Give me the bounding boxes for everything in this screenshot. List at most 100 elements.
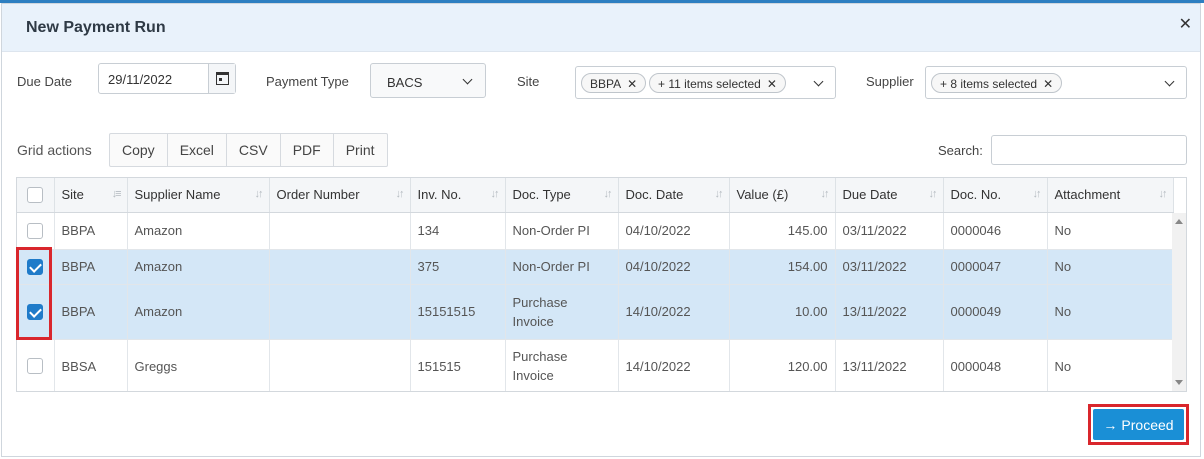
copy-button[interactable]: Copy — [110, 134, 168, 166]
remove-tag-icon[interactable]: ✕ — [1043, 77, 1054, 91]
cell-supplier: Amazon — [127, 249, 270, 285]
remove-tag-icon[interactable]: ✕ — [627, 77, 638, 91]
due-date-input[interactable]: 29/11/2022 — [98, 63, 236, 94]
cell-attachment: No — [1047, 212, 1174, 250]
cell-site: BBPA — [54, 212, 128, 250]
cell-value: 154.00 — [729, 249, 836, 285]
cell-order — [269, 284, 411, 340]
cell-doc-type: Non-Order PI — [505, 212, 619, 250]
print-button[interactable]: Print — [345, 142, 375, 158]
close-icon[interactable]: ✕ — [1178, 16, 1192, 33]
column-header-doc-no[interactable]: Doc. No. ↓↑ — [943, 178, 1048, 213]
chevron-down-icon — [813, 76, 824, 87]
pdf-button[interactable]: PDF — [281, 134, 334, 166]
column-header-site[interactable]: Site ↓≡ — [54, 178, 128, 213]
due-date-label: Due Date — [17, 74, 72, 89]
site-tag[interactable]: + 11 items selected ✕ — [649, 73, 786, 93]
row-checkbox[interactable] — [27, 222, 44, 239]
cell-due-date: 03/11/2022 — [835, 249, 944, 285]
invoice-grid: Site ↓≡ Supplier Name ↓↑ Order Number ↓↑ In… — [16, 177, 1187, 392]
cell-doc-no: 0000047 — [943, 249, 1048, 285]
arrow-right-icon: → — [1103, 416, 1118, 433]
calendar-icon — [215, 72, 229, 85]
row-select-cell — [17, 339, 55, 391]
column-header-attachment[interactable]: Attachment ↓↑ — [1047, 178, 1174, 213]
cell-order — [269, 212, 411, 250]
cell-due-date: 13/11/2022 — [835, 284, 944, 340]
grid-actions-label: Grid actions — [17, 142, 92, 158]
column-header-value[interactable]: Value (£) ↓↑ — [729, 178, 836, 213]
cell-value: 10.00 — [729, 284, 836, 340]
row-checkbox[interactable] — [27, 358, 44, 374]
supplier-multiselect[interactable]: + 8 items selected ✕ — [925, 66, 1187, 99]
row-checkbox[interactable] — [27, 258, 44, 275]
sort-icon: ↓↑ — [254, 188, 264, 200]
cell-doc-date: 14/10/2022 — [618, 284, 730, 340]
chevron-down-icon — [1164, 76, 1175, 87]
column-header-doc-date[interactable]: Doc. Date ↓↑ — [618, 178, 730, 213]
modal-title: New Payment Run — [26, 19, 166, 36]
checkbox-highlight-box — [16, 247, 52, 340]
row-checkbox[interactable] — [27, 303, 44, 320]
cell-site: BBPA — [54, 284, 128, 340]
supplier-label: Supplier — [866, 74, 914, 89]
scroll-up-icon[interactable] — [1175, 219, 1183, 224]
proceed-button[interactable]: → Proceed — [1093, 409, 1184, 440]
search-input[interactable] — [991, 135, 1187, 165]
column-header-inv-no[interactable]: Inv. No. ↓↑ — [410, 178, 506, 213]
cell-attachment: No — [1047, 249, 1174, 285]
proceed-highlight-box — [1088, 404, 1189, 445]
grid-actions-group: Copy Excel CSV PDF Print — [109, 133, 388, 167]
site-multiselect[interactable]: BBPA ✕ + 11 items selected ✕ — [575, 66, 836, 99]
cell-inv: 15151515 — [410, 284, 506, 340]
cell-order — [269, 339, 411, 391]
sort-icon: ↓↑ — [490, 188, 500, 200]
due-date-value: 29/11/2022 — [108, 72, 173, 87]
calendar-button[interactable] — [208, 64, 235, 93]
supplier-tag[interactable]: + 8 items selected ✕ — [931, 73, 1063, 93]
cell-doc-no: 0000048 — [943, 339, 1048, 391]
sort-icon: ↓↑ — [1032, 188, 1042, 200]
row-select-cell — [17, 212, 55, 250]
column-header-supplier[interactable]: Supplier Name ↓↑ — [127, 178, 270, 213]
column-header-order-number[interactable]: Order Number ↓↑ — [269, 178, 411, 213]
csv-button[interactable]: CSV — [227, 134, 281, 166]
cell-site: BBPA — [54, 249, 128, 285]
cell-doc-date: 14/10/2022 — [618, 339, 730, 391]
scroll-down-icon[interactable] — [1175, 380, 1183, 385]
sort-icon: ↓↑ — [395, 188, 405, 200]
cell-doc-no: 0000046 — [943, 212, 1048, 250]
cell-supplier: Amazon — [127, 284, 270, 340]
cell-attachment: No — [1047, 339, 1174, 391]
column-header-due-date[interactable]: Due Date ↓↑ — [835, 178, 944, 213]
cell-site: BBSA — [54, 339, 128, 391]
cell-doc-no: 0000049 — [943, 284, 1048, 340]
cell-doc-type: Non-Order PI — [505, 249, 619, 285]
table-row[interactable]: BBPA Amazon 15151515 Purchase Invoice 14… — [17, 284, 1174, 340]
table-row[interactable]: BBSA Greggs 151515 Purchase Invoice 14/1… — [17, 339, 1174, 391]
cell-supplier: Amazon — [127, 212, 270, 250]
cell-inv: 375 — [410, 249, 506, 285]
table-row[interactable]: BBPA Amazon 375 Non-Order PI 04/10/2022 … — [17, 249, 1174, 285]
cell-supplier: Greggs — [127, 339, 270, 391]
remove-tag-icon[interactable]: ✕ — [766, 77, 777, 91]
cell-due-date: 03/11/2022 — [835, 212, 944, 250]
select-all-checkbox[interactable] — [27, 186, 44, 203]
top-accent-line — [0, 0, 1204, 3]
payment-type-value: BACS — [387, 75, 423, 90]
select-all-cell — [17, 178, 55, 213]
site-label: Site — [517, 74, 540, 89]
cell-value: 120.00 — [729, 339, 836, 391]
table-row[interactable]: BBPA Amazon 134 Non-Order PI 04/10/2022 … — [17, 212, 1174, 250]
payment-type-select[interactable]: BACS — [370, 63, 486, 98]
row-select-cell — [17, 249, 55, 285]
grid-scrollbar[interactable] — [1172, 213, 1186, 391]
column-header-doc-type[interactable]: Doc. Type ↓↑ — [505, 178, 619, 213]
site-tag[interactable]: BBPA ✕ — [581, 73, 647, 93]
excel-button[interactable]: Excel — [168, 134, 227, 166]
sort-icon: ↓↑ — [928, 188, 938, 200]
sort-desc-icon: ↓≡ — [111, 188, 122, 200]
payment-type-label: Payment Type — [266, 74, 349, 89]
cell-doc-date: 04/10/2022 — [618, 249, 730, 285]
cell-due-date: 13/11/2022 — [835, 339, 944, 391]
